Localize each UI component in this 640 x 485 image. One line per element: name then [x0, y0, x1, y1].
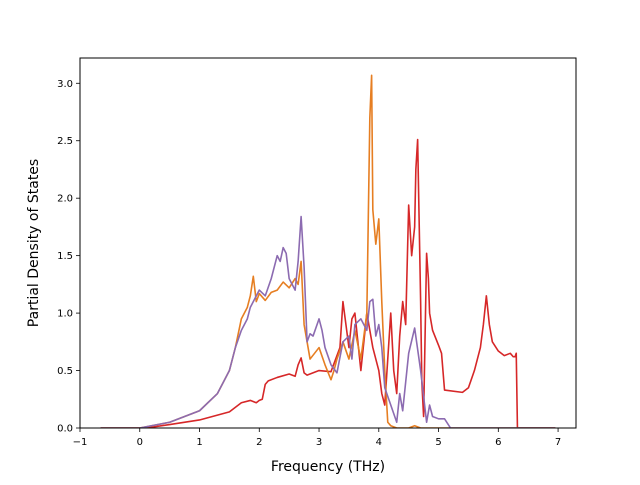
y-tick-label: 0.0	[57, 424, 73, 435]
x-tick-label: 6	[495, 437, 501, 448]
x-axis-title: Frequency (THz)	[271, 459, 385, 475]
plot-frame	[79, 57, 577, 429]
x-tick-label: −1	[73, 437, 88, 448]
x-tick-label: 1	[196, 437, 202, 448]
y-axis: 0.0 0.5 1.0 1.5 2.0 2.5 3.0	[57, 79, 80, 435]
plot-area	[80, 58, 576, 428]
x-tick-label: 4	[376, 437, 382, 448]
y-tick-label: 2.5	[57, 136, 73, 147]
x-tick-label: 3	[316, 437, 322, 448]
series-layer	[100, 74, 556, 428]
series-line-1	[100, 138, 556, 428]
y-tick-label: 1.5	[57, 251, 73, 262]
x-tick-label: 2	[256, 437, 262, 448]
x-tick-label: 7	[555, 437, 561, 448]
y-tick-label: 3.0	[57, 79, 73, 90]
x-tick-label: 0	[137, 437, 143, 448]
x-axis: −1 0 1 2 3 4 5 6 7	[73, 428, 561, 448]
series-line-2	[100, 74, 556, 428]
y-tick-label: 1.0	[57, 309, 73, 320]
x-tick-label: 5	[435, 437, 441, 448]
y-tick-label: 0.5	[57, 366, 73, 377]
y-axis-title: Partial Density of States	[26, 159, 42, 327]
y-tick-label: 2.0	[57, 194, 73, 205]
series-line-3	[100, 215, 556, 428]
